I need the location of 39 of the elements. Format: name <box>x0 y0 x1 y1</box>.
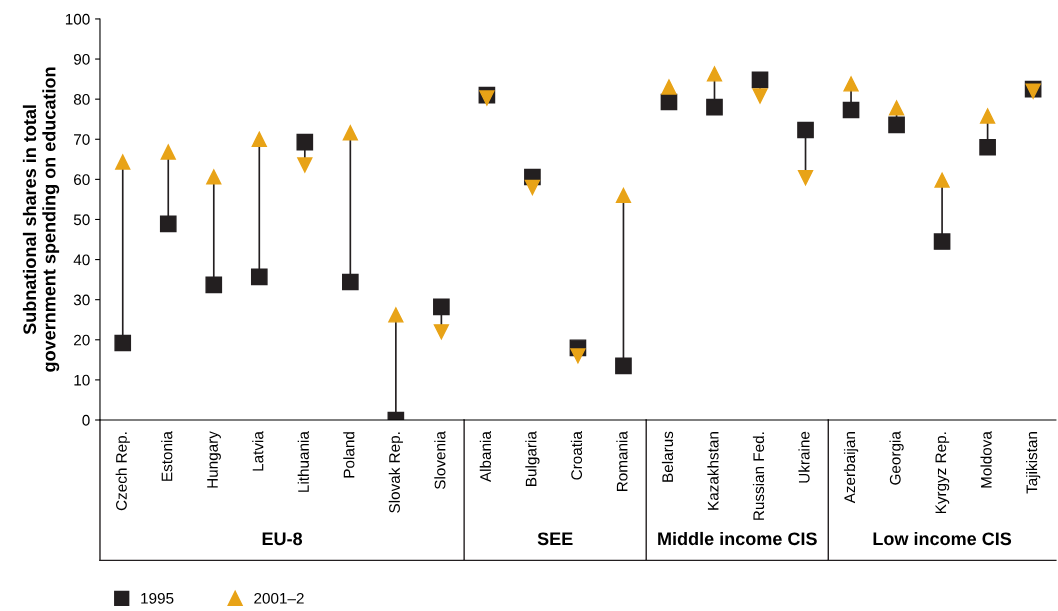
x-axis-title: EU-8 <box>262 532 303 546</box>
x-tick-label: Latvia <box>252 431 264 471</box>
x-tick-label: Slovak Rep. <box>388 432 403 513</box>
y-tick-label: 70 <box>74 134 90 145</box>
legend-label: 2001–2 <box>254 592 304 604</box>
x-axis-title: SEE <box>537 532 573 546</box>
x-tick-label: Czech Rep. <box>115 432 130 511</box>
x-tick-label: Belarus <box>661 431 674 482</box>
y-axis-title: Subnational shares in total government spending on education <box>22 67 60 372</box>
y-tick-label: 80 <box>73 94 90 105</box>
x-tick-label: Tajikistan <box>1026 432 1041 494</box>
x-tick-label: Azerbaijan <box>843 432 859 504</box>
x-axis-title: Middle income CIS <box>658 531 817 546</box>
x-tick-label: Hungary <box>207 431 221 488</box>
legend-label: 1995 <box>141 592 174 604</box>
x-tick-label: Poland <box>343 432 355 478</box>
y-tick-label: 20 <box>74 334 90 346</box>
y-tick-label: 0 <box>82 414 90 426</box>
y-tick-label: 90 <box>73 53 90 65</box>
y-tick-label: 40 <box>73 254 90 266</box>
y-tick-label: 30 <box>73 294 90 306</box>
x-tick-label: Georgia <box>889 431 904 485</box>
y-tick-label: 10 <box>74 374 90 386</box>
x-tick-label: Slovenia <box>434 431 446 490</box>
x-tick-label: Croatia <box>570 431 583 480</box>
x-tick-label: Albania <box>479 431 491 483</box>
x-tick-label: Ukraine <box>798 431 810 483</box>
x-tick-label: Bulgaria <box>525 431 540 486</box>
x-tick-label: Lithuania <box>297 431 309 492</box>
x-tick-label: Kyrgyz Rep. <box>935 432 950 514</box>
x-axis-title: Low income CIS <box>873 531 1012 546</box>
x-tick-label: Russian Fed. <box>752 432 765 520</box>
y-tick-label: 100 <box>65 13 90 25</box>
x-tick-label: Moldova <box>980 431 992 488</box>
y-tick-label: 50 <box>73 214 90 226</box>
x-tick-label: Kazakhstan <box>707 432 719 510</box>
x-tick-label: Estonia <box>161 431 173 481</box>
x-tick-label: Romania <box>616 431 628 491</box>
y-tick-label: 60 <box>74 174 90 186</box>
